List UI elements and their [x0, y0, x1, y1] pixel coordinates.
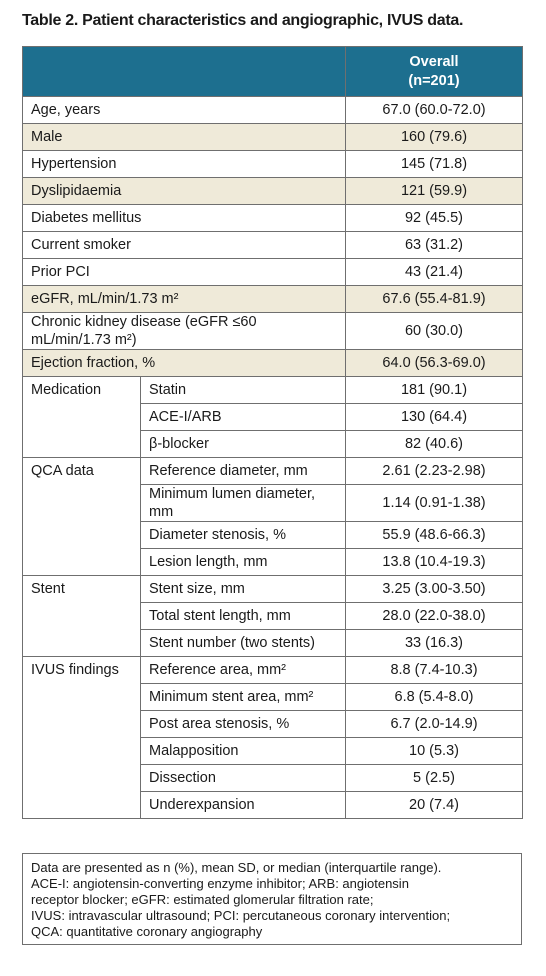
row-value: 145 (71.8) [345, 150, 523, 178]
table-row: Diameter stenosis, % 55.9 (48.6-66.3) [23, 521, 523, 549]
row-value: 160 (79.6) [345, 123, 523, 151]
group-label: Medication [22, 376, 141, 458]
table-row: IVUS findings Reference area, mm² 8.8 (7.4… [22, 656, 523, 819]
row-value: 64.0 (56.3-69.0) [345, 349, 523, 377]
header-cell: Overall (n=201) [345, 46, 523, 97]
footnote-line: IVUS: intravascular ultrasound; PCI: per… [31, 908, 451, 923]
row-value: 130 (64.4) [345, 403, 523, 431]
row-value: 67.0 (60.0-72.0) [345, 96, 523, 124]
table-row: ACE-I/ARB 130 (64.4) [23, 403, 523, 431]
row-value: 10 (5.3) [345, 737, 523, 765]
footnote-line: receptor blocker; eGFR: estimated glomer… [31, 892, 374, 907]
header-text: Overall [409, 53, 459, 70]
row-label: Diameter stenosis, % [140, 521, 346, 549]
row-label: Lesion length, mm [140, 548, 346, 576]
row-value: 3.25 (3.00-3.50) [345, 575, 523, 603]
row-label: Male [22, 123, 346, 151]
table-row: β-blocker 82 (40.6) [23, 430, 523, 458]
row-label: Statin [140, 376, 346, 404]
table-row: Dyslipidaemia 121 (59.9) [22, 177, 523, 205]
row-value: 20 (7.4) [345, 791, 523, 819]
table: Overall (n=201) Age, years 67.0 (60.0-72.0… [22, 46, 523, 819]
row-label: β-blocker [140, 430, 346, 458]
row-label: Underexpansion [140, 791, 346, 819]
table-row: Stent Stent size, mm 3.25 (3.00-3.50) [22, 575, 523, 657]
row-label: Chronic kidney disease (eGFR ≤60 mL/min/… [22, 312, 346, 350]
row-value: 2.61 (2.23-2.98) [345, 457, 523, 485]
table-row: Medication Statin 181 (90.1) [22, 376, 523, 458]
row-label: Stent size, mm [140, 575, 346, 603]
footnote-line: ACE-I: angiotensin-converting enzyme inh… [31, 876, 409, 891]
table-row: Male 160 (79.6) [22, 123, 523, 151]
table-row: Current smoker 63 (31.2) [22, 231, 523, 259]
row-value: 63 (31.2) [345, 231, 523, 259]
group-label: Stent [22, 575, 141, 657]
table-row: Hypertension 145 (71.8) [22, 150, 523, 178]
row-value: 60 (30.0) [345, 312, 523, 350]
row-value: 92 (45.5) [345, 204, 523, 232]
row-label: Hypertension [22, 150, 346, 178]
row-label: Reference diameter, mm [140, 457, 346, 485]
table-row: Minimum stent area, mm² 6.8 (5.4-8.0) [23, 683, 523, 711]
table-row: QCA data Reference diameter, mm 2.61 (2.23… [22, 457, 523, 576]
row-value: 43 (21.4) [345, 258, 523, 286]
row-label: Diabetes mellitus [22, 204, 346, 232]
header-cell [22, 46, 346, 97]
table-row: Malapposition 10 (5.3) [23, 737, 523, 765]
row-value: 28.0 (22.0-38.0) [345, 602, 523, 630]
row-label: Prior PCI [22, 258, 346, 286]
table-row: Minimum lumen diameter, mm 1.14 (0.91-1.3… [23, 484, 523, 522]
row-label: Ejection fraction, % [22, 349, 346, 377]
row-label: Current smoker [22, 231, 346, 259]
row-value: 13.8 (10.4-19.3) [345, 548, 523, 576]
row-label: Stent number (two stents) [140, 629, 346, 657]
row-value: 6.7 (2.0-14.9) [345, 710, 523, 738]
row-value: 33 (16.3) [345, 629, 523, 657]
row-label: eGFR, mL/min/1.73 m² [22, 285, 346, 313]
row-value: 121 (59.9) [345, 177, 523, 205]
row-label: Dissection [140, 764, 346, 792]
table-title: Table 2. Patient characteristics and ang… [22, 12, 464, 29]
footnote: Data are presented as n (%), mean SD, or… [22, 853, 522, 945]
table-row: Ejection fraction, % 64.0 (56.3-69.0) [22, 349, 523, 377]
row-value: 55.9 (48.6-66.3) [345, 521, 523, 549]
row-value: 67.6 (55.4-81.9) [345, 285, 523, 313]
row-value: 181 (90.1) [345, 376, 523, 404]
row-label: Minimum stent area, mm² [140, 683, 346, 711]
row-label: Age, years [22, 96, 346, 124]
table-row: Diabetes mellitus 92 (45.5) [22, 204, 523, 232]
table-row: eGFR, mL/min/1.73 m² 67.6 (55.4-81.9) [22, 285, 523, 313]
footnote-line: QCA: quantitative coronary angiography [31, 924, 263, 939]
row-label: Total stent length, mm [140, 602, 346, 630]
table-row: Chronic kidney disease (eGFR ≤60 mL/min/… [22, 312, 523, 350]
row-value: 82 (40.6) [345, 430, 523, 458]
row-value: 1.14 (0.91-1.38) [345, 484, 523, 522]
footnote-line: Data are presented as n (%), mean SD, or… [31, 860, 442, 875]
row-label: ACE-I/ARB [140, 403, 346, 431]
row-label: Malapposition [140, 737, 346, 765]
row-label: Reference area, mm² [140, 656, 346, 684]
table-row: Prior PCI 43 (21.4) [22, 258, 523, 286]
table-body: Age, years 67.0 (60.0-72.0) Male 160 (79.6)… [22, 96, 523, 819]
table-row: Total stent length, mm 28.0 (22.0-38.0) [23, 602, 523, 630]
row-label: Dyslipidaemia [22, 177, 346, 205]
table-row: Age, years 67.0 (60.0-72.0) [22, 96, 523, 124]
table-row: Underexpansion 20 (7.4) [23, 791, 523, 819]
row-label: Minimum lumen diameter, mm [140, 484, 346, 522]
group-label: IVUS findings [22, 656, 141, 819]
header-text: (n=201) [408, 72, 460, 89]
row-value: 8.8 (7.4-10.3) [345, 656, 523, 684]
header-row: Overall (n=201) [22, 46, 523, 97]
row-value: 6.8 (5.4-8.0) [345, 683, 523, 711]
table-head: Overall (n=201) [22, 46, 523, 97]
row-label: Post area stenosis, % [140, 710, 346, 738]
group-label: QCA data [22, 457, 141, 576]
row-value: 5 (2.5) [345, 764, 523, 792]
